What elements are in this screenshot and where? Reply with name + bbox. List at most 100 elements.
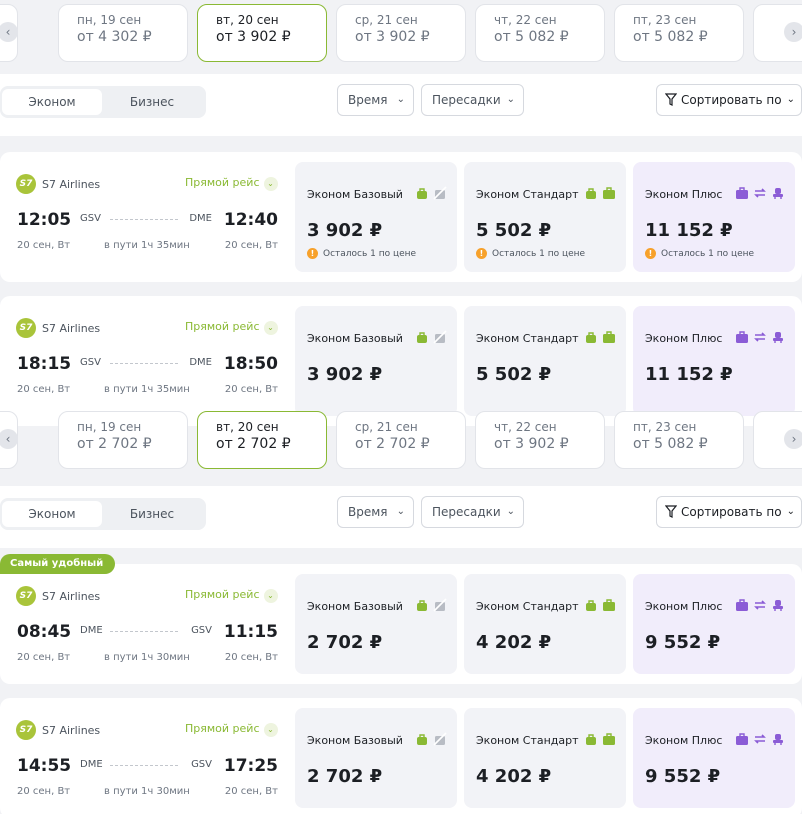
route-line [110, 631, 178, 632]
tariff-economy-basic[interactable]: Эконом Базовый 2 702 ₽ [295, 708, 457, 808]
date-card[interactable]: ср, 21 сен от 3 902 ₽ [336, 4, 466, 62]
tariff-economy-plus[interactable]: Эконом Плюс 11 152 ₽ [633, 306, 795, 416]
sort-button[interactable]: Сортировать по ⌄ [656, 496, 802, 528]
economy-option[interactable]: Эконом [2, 501, 102, 527]
tariff-economy-standard[interactable]: Эконом Стандарт 4 202 ₽ [464, 708, 626, 808]
date-card[interactable]: пт, 23 сен от 5 082 ₽ [614, 411, 744, 469]
handbag-icon [417, 332, 427, 343]
flight-card[interactable]: S7 S7 Airlines Прямой рейс ⌄ 08:45 DME GS… [0, 564, 802, 684]
tariff-economy-plus[interactable]: Эконом Плюс 11 152 ₽ ! Осталось 1 по цене [633, 162, 795, 272]
flight-info: S7 S7 Airlines Прямой рейс ⌄ 12:05 GSV DM… [0, 152, 290, 282]
airline: S7 S7 Airlines [16, 174, 100, 194]
chevron-down-icon: ⌄ [506, 94, 515, 105]
date-card[interactable]: пн, 19 сен от 4 302 ₽ [58, 4, 188, 62]
chevron-down-icon: ⌄ [786, 94, 795, 105]
departure-date: 20 сен, Вт [17, 240, 71, 251]
departure-time: 18:15 [17, 354, 72, 374]
s7-logo: S7 [16, 586, 36, 606]
airline-name: S7 Airlines [42, 321, 101, 335]
no-luggage-icon [433, 330, 447, 344]
chevron-left-icon[interactable]: ‹ [0, 22, 18, 42]
flight-times: 08:45 DME GSV 11:15 [16, 622, 278, 646]
chevron-right-icon[interactable]: › [784, 429, 802, 449]
s7-logo: S7 [16, 720, 36, 740]
cabin-class-toggle: Эконом Бизнес [0, 498, 206, 530]
date-card-selected[interactable]: вт, 20 сен от 2 702 ₽ [197, 411, 327, 469]
date-card-selected[interactable]: вт, 20 сен от 3 902 ₽ [197, 4, 327, 62]
business-option[interactable]: Бизнес [129, 95, 175, 109]
date-card[interactable]: пн, 19 сен от 2 702 ₽ [58, 411, 188, 469]
chevron-down-icon: ⌄ [263, 723, 278, 737]
flight-info: S7 S7 Airlines Прямой рейс ⌄ 08:45 DME GS… [0, 564, 290, 684]
direct-flight-toggle[interactable]: Прямой рейс ⌄ [185, 588, 278, 603]
flight-card[interactable]: S7 S7 Airlines Прямой рейс ⌄ 12:05 GSV DM… [0, 152, 802, 282]
date-price: от 3 902 ₽ [494, 436, 569, 452]
date-card[interactable]: чт, 22 сен от 5 082 ₽ [475, 4, 605, 62]
date-label: вт, 20 сен [216, 420, 279, 434]
arrival-airport: DME [189, 213, 212, 224]
economy-option[interactable]: Эконом [2, 89, 102, 115]
route-line [110, 765, 178, 766]
sort-button[interactable]: Сортировать по ⌄ [656, 84, 802, 116]
transfers-filter-label: Пересадки [432, 93, 501, 107]
date-card[interactable]: ср, 21 сен от 2 702 ₽ [336, 411, 466, 469]
tariff-price: 3 902 ₽ [307, 220, 383, 241]
exchange-icon [754, 332, 766, 342]
chevron-right-icon[interactable]: › [784, 22, 802, 42]
direct-flight-toggle[interactable]: Прямой рейс ⌄ [185, 176, 278, 191]
arrival-airport: GSV [191, 625, 212, 636]
seats-left-note: ! Осталось 1 по цене [645, 248, 754, 259]
tariff-price: 4 202 ₽ [476, 632, 552, 653]
tariff-economy-basic[interactable]: Эконом Базовый 3 902 ₽ [295, 306, 457, 416]
date-card[interactable]: чт, 22 сен от 3 902 ₽ [475, 411, 605, 469]
flight-info: S7 S7 Airlines Прямой рейс ⌄ 18:15 GSV DM… [0, 296, 290, 426]
tariff-name: Эконом Плюс [645, 734, 723, 747]
date-price: от 2 702 ₽ [216, 436, 291, 452]
tariff-price: 9 552 ₽ [645, 632, 721, 653]
suitcase-icon [736, 733, 748, 745]
direct-flight-toggle[interactable]: Прямой рейс ⌄ [185, 320, 278, 335]
flight-times: 18:15 GSV DME 18:50 [16, 354, 278, 378]
tariff-economy-plus[interactable]: Эконом Плюс 9 552 ₽ [633, 574, 795, 674]
tariff-economy-standard[interactable]: Эконом Стандарт 4 202 ₽ [464, 574, 626, 674]
seats-left-text: Осталось 1 по цене [323, 248, 417, 259]
chevron-down-icon: ⌄ [263, 177, 278, 191]
direct-flight-toggle[interactable]: Прямой рейс ⌄ [185, 722, 278, 737]
tariff-price: 11 152 ₽ [645, 364, 733, 385]
date-card[interactable]: пт, 23 сен от 5 082 ₽ [614, 4, 744, 62]
chevron-left-icon[interactable]: ‹ [0, 429, 18, 449]
date-label: чт, 22 сен [494, 13, 557, 27]
time-filter-label: Время [348, 93, 388, 107]
tariff-economy-plus[interactable]: Эконом Плюс 9 552 ₽ [633, 708, 795, 808]
direct-label: Прямой рейс [185, 722, 260, 735]
no-luggage-icon [433, 598, 447, 612]
business-option[interactable]: Бизнес [129, 507, 175, 521]
seats-left-note: ! Осталось 1 по цене [307, 248, 416, 259]
time-filter[interactable]: Время ⌄ [337, 496, 414, 528]
tariff-economy-basic[interactable]: Эконом Базовый 3 902 ₽ ! Осталось 1 по це… [295, 162, 457, 272]
arrival-time: 12:40 [223, 210, 278, 230]
flight-card[interactable]: S7 S7 Airlines Прямой рейс ⌄ 18:15 GSV DM… [0, 296, 802, 426]
no-luggage-icon [433, 732, 447, 746]
transfers-filter[interactable]: Пересадки ⌄ [421, 496, 524, 528]
transfers-filter-label: Пересадки [432, 505, 501, 519]
tariff-price: 5 502 ₽ [476, 220, 552, 241]
time-filter[interactable]: Время ⌄ [337, 84, 414, 116]
tariff-icons [735, 598, 785, 612]
filter-funnel-icon [665, 505, 677, 518]
handbag-icon [586, 332, 596, 343]
tariff-price: 2 702 ₽ [307, 632, 383, 653]
exchange-icon [754, 188, 766, 198]
transfers-filter[interactable]: Пересадки ⌄ [421, 84, 524, 116]
handbag-icon [586, 600, 596, 611]
seat-icon [773, 332, 783, 343]
cabin-class-toggle: Эконом Бизнес [0, 86, 206, 118]
departure-time: 12:05 [17, 210, 72, 230]
flight-card[interactable]: S7 S7 Airlines Прямой рейс ⌄ 14:55 DME GS… [0, 698, 802, 814]
tariff-economy-basic[interactable]: Эконом Базовый 2 702 ₽ [295, 574, 457, 674]
airline-name: S7 Airlines [42, 177, 101, 191]
tariff-economy-standard[interactable]: Эконом Стандарт 5 502 ₽ [464, 306, 626, 416]
date-label: вт, 20 сен [216, 13, 279, 27]
tariff-economy-standard[interactable]: Эконом Стандарт 5 502 ₽ ! Осталось 1 по ц… [464, 162, 626, 272]
date-price: от 5 082 ₽ [633, 436, 708, 452]
